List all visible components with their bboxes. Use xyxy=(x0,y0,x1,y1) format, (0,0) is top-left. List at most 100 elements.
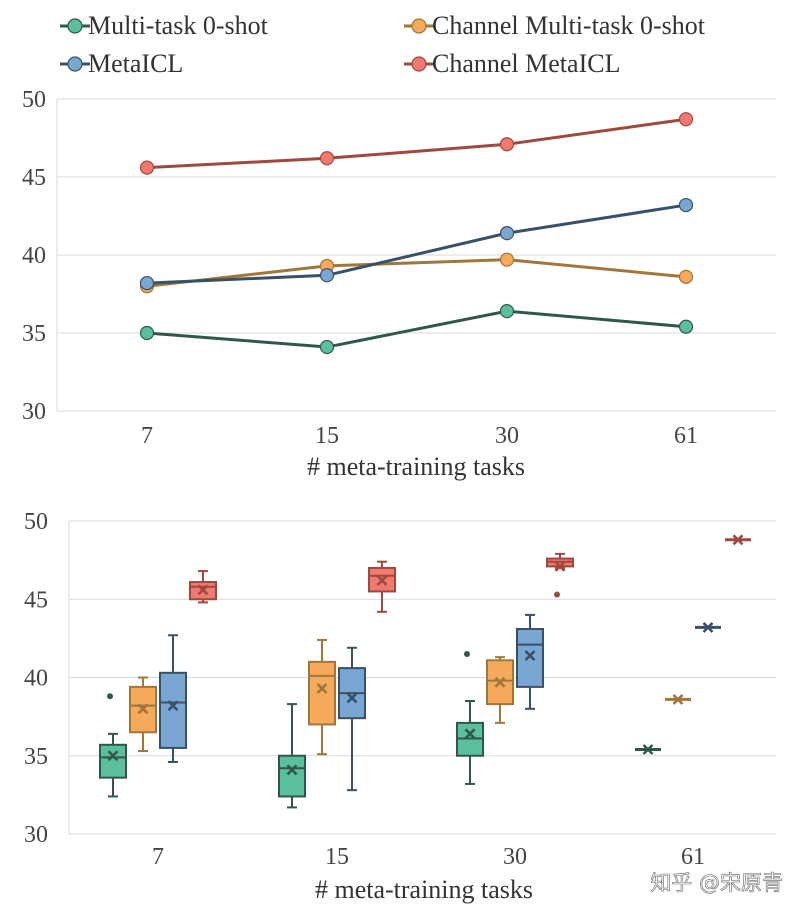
box-multi-task-0-shot-7-body xyxy=(99,743,127,779)
box-channel-metaicl-15-mean xyxy=(376,575,388,586)
box-channel-multi-task-0-shot-30-mean xyxy=(494,676,506,688)
box-channel-multi-task-0-shot-7-body xyxy=(129,685,157,734)
line-series-channel-multi-task-0-shot xyxy=(146,258,687,288)
watermark: 知乎 @宋原青 xyxy=(650,871,783,895)
legend-label-channel-metaicl: Channel MetaICL xyxy=(432,49,620,78)
box-metaicl-30-mean-stroke-b xyxy=(524,650,536,662)
top-y-tick-35: 35 xyxy=(22,321,46,347)
line-chart: 30 35 40 45 50 7 15 30 61 # meta-training tasks Mu… xyxy=(22,11,776,481)
box-channel-metaicl-7-mean xyxy=(197,584,209,596)
box-metaicl-7-mean-stroke-b xyxy=(167,700,179,712)
box-metaicl-15-mean xyxy=(346,692,358,704)
bottom-x-tick-61: 61 xyxy=(681,844,705,870)
line-series-metaicl xyxy=(146,203,687,285)
point-metaicl-61 xyxy=(678,197,694,213)
bottom-y-tick-45: 45 xyxy=(24,587,48,613)
box-channel-metaicl-61-mean-stroke-b xyxy=(732,534,744,546)
bottom-x-axis-title: # meta-training tasks xyxy=(315,875,533,904)
point-multi-task-0-shot-30 xyxy=(499,304,515,319)
point-channel-multi-task-0-shot-30 xyxy=(499,252,515,267)
box-channel-multi-task-0-shot-15-body xyxy=(308,660,336,726)
point-multi-task-0-shot-15 xyxy=(319,339,335,355)
box-channel-multi-task-0-shot-61 xyxy=(665,693,691,705)
bottom-y-tick-30: 30 xyxy=(24,822,48,848)
box-channel-metaicl-15-mean-stroke-b xyxy=(376,575,388,586)
point-multi-task-0-shot-7 xyxy=(139,325,155,341)
point-channel-multi-task-0-shot-61 xyxy=(678,269,694,284)
box-metaicl-15-mean-stroke-b xyxy=(346,692,358,704)
legend-label-channel-multi-task-0-shot: Channel Multi-task 0-shot xyxy=(432,11,706,40)
box-channel-multi-task-0-shot-7 xyxy=(129,676,157,753)
point-channel-metaicl-61 xyxy=(678,112,694,127)
box-multi-task-0-shot-30 xyxy=(456,651,484,785)
box-channel-metaicl-61-mean xyxy=(732,534,744,546)
bottom-x-tick-30: 30 xyxy=(503,844,527,870)
box-multi-task-0-shot-61-mean xyxy=(642,744,654,755)
box-metaicl-30-body xyxy=(516,627,544,688)
box-channel-multi-task-0-shot-15 xyxy=(308,638,336,756)
box-metaicl-7 xyxy=(159,634,187,764)
bottom-x-tick-15: 15 xyxy=(325,844,349,870)
box-metaicl-61 xyxy=(695,622,721,633)
box-chart: 30 35 40 45 50 7 15 30 61 # meta-training tasks xyxy=(24,509,776,904)
box-multi-task-0-shot-7-outlier-0 xyxy=(107,693,113,700)
top-y-tick-30: 30 xyxy=(22,399,46,425)
top-y-tick-45: 45 xyxy=(22,165,46,191)
point-metaicl-7 xyxy=(139,275,155,291)
box-metaicl-15 xyxy=(338,646,366,792)
box-multi-task-0-shot-15-body xyxy=(278,754,306,798)
box-channel-metaicl-7-mean-stroke-b xyxy=(197,584,209,596)
point-multi-task-0-shot-61 xyxy=(678,319,694,334)
legend-entry-channel-metaicl: Channel MetaICL xyxy=(404,49,620,78)
box-channel-metaicl-30-mean xyxy=(554,560,566,572)
box-metaicl-7-mean xyxy=(167,700,179,712)
top-x-axis-title: # meta-training tasks xyxy=(307,452,525,481)
point-channel-metaicl-15 xyxy=(319,151,335,166)
top-x-tick-30: 30 xyxy=(495,423,519,449)
box-multi-task-0-shot-61 xyxy=(635,744,661,755)
bottom-y-tick-40: 40 xyxy=(24,666,48,692)
box-channel-multi-task-0-shot-30-mean-stroke-b xyxy=(494,676,506,688)
box-channel-metaicl-30-outlier-0 xyxy=(554,591,560,598)
box-multi-task-0-shot-15-mean xyxy=(286,764,298,776)
box-channel-multi-task-0-shot-15-mean xyxy=(316,683,328,694)
box-channel-multi-task-0-shot-61-mean xyxy=(672,693,684,705)
box-channel-multi-task-0-shot-7-mean xyxy=(137,703,149,715)
point-channel-metaicl-7 xyxy=(139,160,155,175)
box-channel-metaicl-61 xyxy=(725,534,751,546)
box-multi-task-0-shot-30-mean-stroke-b xyxy=(464,728,476,740)
line-series-multi-task-0-shot xyxy=(146,309,687,349)
legend-marker-multi-task-0-shot xyxy=(67,18,83,34)
box-channel-multi-task-0-shot-61-mean-stroke-b xyxy=(672,693,684,705)
box-channel-metaicl-15 xyxy=(368,560,396,613)
box-metaicl-7-body xyxy=(159,671,187,749)
top-x-tick-61: 61 xyxy=(674,423,698,449)
point-metaicl-30 xyxy=(499,226,515,241)
bottom-y-tick-35: 35 xyxy=(24,744,48,770)
box-channel-metaicl-30 xyxy=(546,552,574,598)
line-series-channel-metaicl xyxy=(146,117,687,170)
box-channel-metaicl-7 xyxy=(189,570,217,604)
bottom-x-tick-7: 7 xyxy=(152,844,164,870)
box-multi-task-0-shot-30-mean xyxy=(464,728,476,740)
point-channel-metaicl-30 xyxy=(499,137,515,152)
top-y-tick-50: 50 xyxy=(22,87,46,113)
box-channel-multi-task-0-shot-30-body xyxy=(486,659,514,706)
legend-entry-multi-task-0-shot: Multi-task 0-shot xyxy=(60,11,269,40)
legend-marker-channel-multi-task-0-shot xyxy=(411,18,427,34)
top-y-tick-40: 40 xyxy=(22,243,46,269)
box-multi-task-0-shot-30-outlier-0 xyxy=(464,651,470,658)
legend-entry-metaicl: MetaICL xyxy=(60,49,183,78)
box-channel-multi-task-0-shot-30 xyxy=(486,656,514,724)
box-channel-multi-task-0-shot-15-mean-stroke-b xyxy=(316,683,328,694)
box-metaicl-30-mean xyxy=(524,650,536,662)
box-metaicl-61-mean-stroke-b xyxy=(702,622,714,633)
box-multi-task-0-shot-7-mean-stroke-b xyxy=(107,750,119,762)
box-multi-task-0-shot-15-mean-stroke-b xyxy=(286,764,298,776)
legend-label-multi-task-0-shot: Multi-task 0-shot xyxy=(88,11,269,40)
box-multi-task-0-shot-61-mean-stroke-b xyxy=(642,744,654,755)
legend-label-metaicl: MetaICL xyxy=(88,49,183,78)
box-channel-metaicl-30-mean-stroke-b xyxy=(554,560,566,572)
box-multi-task-0-shot-7 xyxy=(99,693,127,798)
